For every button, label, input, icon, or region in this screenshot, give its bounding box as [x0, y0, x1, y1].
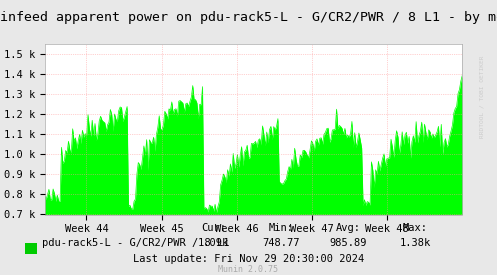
Text: 1.38k: 1.38k: [400, 238, 430, 248]
Text: Max:: Max:: [403, 223, 427, 233]
Text: Min:: Min:: [268, 223, 293, 233]
Text: 1.09k: 1.09k: [198, 238, 229, 248]
Text: Munin 2.0.75: Munin 2.0.75: [219, 265, 278, 274]
Text: 748.77: 748.77: [262, 238, 300, 248]
Text: Cur:: Cur:: [201, 223, 226, 233]
Text: Last update: Fri Nov 29 20:30:00 2024: Last update: Fri Nov 29 20:30:00 2024: [133, 254, 364, 263]
Text: Avg:: Avg:: [335, 223, 360, 233]
Text: pdu-rack5-L - G/CR2/PWR / 8 L1: pdu-rack5-L - G/CR2/PWR / 8 L1: [42, 238, 230, 248]
Text: PDU infeed apparent power on pdu-rack5-L - G/CR2/PWR / 8 L1 - by month: PDU infeed apparent power on pdu-rack5-L…: [0, 11, 497, 24]
Text: 985.89: 985.89: [329, 238, 367, 248]
Text: RRDTOOL / TOBI OETIKER: RRDTOOL / TOBI OETIKER: [480, 55, 485, 138]
